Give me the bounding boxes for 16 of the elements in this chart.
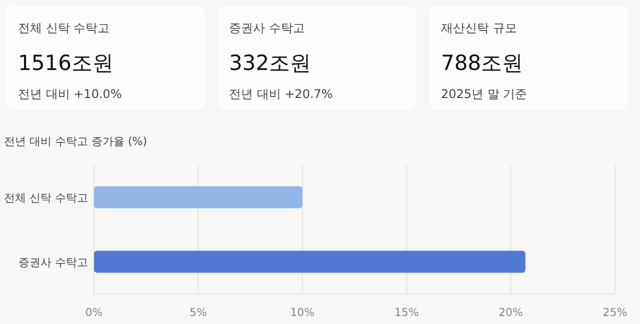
text: 전년 대비 +20.7%: [229, 86, 334, 103]
x-tick-label: 10%: [290, 306, 315, 319]
x-tick-label: 25%: [602, 306, 628, 319]
chart-title: 전년 대비 수탁고 증가율 (%): [4, 135, 148, 148]
text: 332조원: [229, 50, 312, 77]
x-tick-label: 15%: [394, 306, 419, 319]
text: 전체 신탁 수탁고: [18, 20, 111, 37]
x-tick-label: 5%: [189, 306, 207, 319]
text: 2025년 말 기준: [441, 86, 528, 103]
text: 788조원: [441, 50, 524, 77]
text: 증권사 수탁고: [229, 20, 306, 37]
x-tick-label: 0%: [85, 306, 103, 319]
text: 1516조원: [18, 50, 114, 77]
text: 전년 대비 +10.0%: [18, 86, 123, 103]
text: 재산신탁 규모: [441, 20, 518, 37]
x-tick-label: 20%: [498, 306, 524, 319]
